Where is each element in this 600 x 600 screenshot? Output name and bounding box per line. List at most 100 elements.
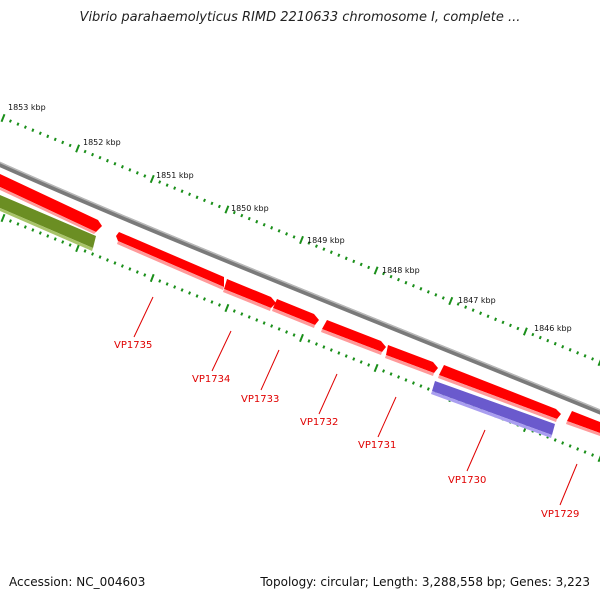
minor-tick <box>329 250 333 254</box>
minor-tick <box>210 300 214 304</box>
minor-tick <box>337 253 341 258</box>
minor-tick <box>180 189 184 193</box>
minor-tick <box>16 222 20 226</box>
minor-tick <box>195 294 199 298</box>
minor-tick <box>591 357 595 361</box>
minor-tick <box>314 244 318 248</box>
major-tick <box>299 235 304 245</box>
minor-tick <box>285 330 289 334</box>
gene-bar-green[interactable] <box>0 195 96 248</box>
gene-arrow-shadow <box>117 241 224 290</box>
gene-arrow[interactable] <box>567 411 600 433</box>
minor-tick <box>389 274 393 279</box>
minor-tick <box>98 255 102 259</box>
kbp-label: 1851 kbp <box>156 171 194 180</box>
minor-tick <box>285 232 289 236</box>
minor-tick <box>352 259 356 264</box>
leader-line <box>133 296 154 338</box>
minor-tick <box>158 279 162 283</box>
minor-tick <box>546 338 550 343</box>
minor-tick <box>411 284 415 288</box>
kbp-label: 1849 kbp <box>307 236 345 245</box>
minor-tick <box>404 378 408 382</box>
gene-arrow-shadow <box>321 329 382 355</box>
minor-tick <box>31 228 35 232</box>
kbp-label: 1853 kbp <box>8 103 46 112</box>
minor-tick <box>113 261 117 265</box>
gene-arrow-shadow <box>0 187 96 234</box>
minor-tick <box>38 231 42 235</box>
minor-tick <box>426 387 430 391</box>
major-tick <box>224 205 230 214</box>
minor-tick <box>538 335 542 340</box>
minor-tick <box>128 168 132 172</box>
minor-tick <box>382 271 386 276</box>
gene-track-forward <box>0 174 600 436</box>
minor-tick <box>240 312 244 316</box>
minor-tick <box>202 198 207 203</box>
minor-tick <box>240 213 244 218</box>
minor-tick <box>367 265 371 270</box>
gene-arrow[interactable] <box>273 299 319 325</box>
gene-arrow[interactable] <box>224 279 276 308</box>
minor-tick <box>561 344 565 349</box>
gene-label[interactable]: VP1735 <box>114 340 152 351</box>
minor-tick <box>173 186 177 190</box>
minor-tick <box>553 438 557 442</box>
gene-arrow[interactable] <box>439 365 561 419</box>
gene-arrow[interactable] <box>386 345 438 373</box>
minor-tick <box>135 270 139 274</box>
minor-tick <box>568 444 572 448</box>
leader-line <box>211 330 232 372</box>
minor-tick <box>46 134 50 139</box>
gene-arrow[interactable] <box>116 232 224 287</box>
minor-tick <box>359 262 363 267</box>
minor-tick <box>128 267 132 271</box>
major-tick <box>149 174 155 184</box>
minor-tick <box>292 235 296 239</box>
gene-label[interactable]: VP1731 <box>358 440 396 451</box>
major-tick <box>0 113 6 123</box>
major-tick <box>149 273 155 283</box>
major-tick <box>224 303 230 313</box>
minor-tick <box>53 137 57 142</box>
minor-tick <box>173 285 177 289</box>
minor-tick <box>120 264 124 268</box>
leader-line <box>318 373 338 415</box>
gene-label[interactable]: VP1733 <box>241 394 279 405</box>
gene-bar-green-shadow <box>0 208 93 251</box>
minor-tick <box>494 317 498 322</box>
gene-label[interactable]: VP1730 <box>448 475 486 486</box>
gene-labels: VP1735 VP1734 VP1733 VP1732 VP1731 VP173… <box>114 340 579 520</box>
minor-tick <box>576 447 580 451</box>
minor-tick <box>23 225 27 229</box>
minor-tick <box>158 180 162 184</box>
gene-label[interactable]: VP1729 <box>541 509 579 520</box>
gene-label[interactable]: VP1732 <box>300 417 338 428</box>
minor-tick <box>210 201 214 206</box>
minor-tick <box>426 290 430 294</box>
minor-tick <box>38 131 42 136</box>
gene-arrow[interactable] <box>322 320 386 352</box>
major-tick <box>597 359 600 367</box>
kbp-label: 1852 kbp <box>83 138 121 147</box>
minor-tick <box>91 152 95 157</box>
gene-arrow-shadow <box>566 421 600 436</box>
minor-tick <box>165 183 169 187</box>
minor-tick <box>277 229 281 233</box>
minor-tick <box>553 341 557 346</box>
minor-tick <box>516 326 520 331</box>
minor-tick <box>441 296 445 300</box>
minor-tick <box>501 320 505 325</box>
minor-tick <box>344 354 348 358</box>
minor-tick <box>105 158 109 163</box>
gene-label[interactable]: VP1734 <box>192 374 230 385</box>
minor-tick <box>359 360 363 364</box>
minor-tick <box>83 249 87 253</box>
minor-tick <box>411 381 415 385</box>
backbone-highlight <box>0 161 600 411</box>
minor-tick <box>91 252 95 256</box>
gene-arrow[interactable] <box>0 174 102 232</box>
minor-tick <box>262 222 266 227</box>
gene-bar-blue[interactable] <box>432 381 555 435</box>
